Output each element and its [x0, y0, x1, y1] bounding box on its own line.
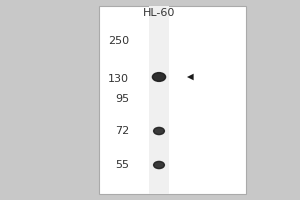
Text: 55: 55 — [115, 160, 129, 170]
Text: 250: 250 — [108, 36, 129, 46]
Text: 130: 130 — [108, 74, 129, 84]
Circle shape — [154, 161, 164, 169]
FancyBboxPatch shape — [148, 6, 170, 194]
Circle shape — [152, 73, 166, 81]
Text: 72: 72 — [115, 126, 129, 136]
Text: HL-60: HL-60 — [143, 8, 175, 18]
Text: 95: 95 — [115, 94, 129, 104]
Circle shape — [154, 127, 164, 135]
FancyBboxPatch shape — [99, 6, 246, 194]
